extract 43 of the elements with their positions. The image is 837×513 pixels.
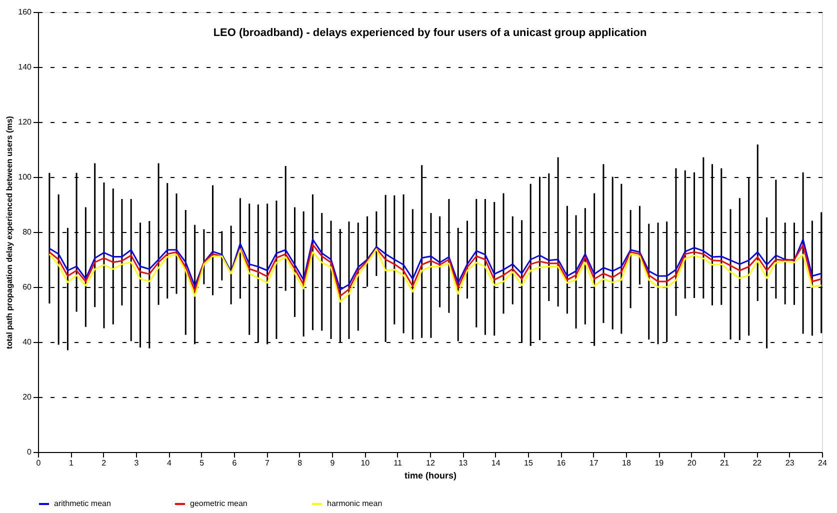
x-tick-label: 20 — [687, 458, 697, 468]
y-tick-label: 40 — [22, 338, 32, 346]
x-tick-label: 8 — [298, 458, 303, 468]
x-tick-label: 22 — [752, 458, 762, 468]
legend-label: arithmetic mean — [54, 499, 111, 508]
x-tick-label: 2 — [102, 458, 107, 468]
y-tick-label: 20 — [22, 392, 32, 402]
x-tick-label: 13 — [458, 458, 468, 468]
x-tick-label: 6 — [232, 458, 238, 468]
x-tick-label: 16 — [556, 458, 566, 468]
legend-label: harmonic mean — [327, 499, 382, 508]
y-tick-label: 80 — [22, 228, 32, 236]
legend-label: geometric mean — [190, 499, 248, 508]
x-tick-label: 4 — [166, 458, 172, 468]
x-tick-label: 15 — [524, 458, 534, 468]
x-tick-label: 1 — [68, 458, 74, 468]
y-tick-label: 0 — [27, 448, 32, 456]
x-tick-label: 11 — [394, 458, 403, 468]
y-tick-label: 160 — [18, 8, 32, 16]
x-axis-title: time (hours) — [404, 470, 457, 480]
y-axis-title: total path propagation delay experienced between users (ms) — [5, 116, 14, 349]
x-tick-label: 7 — [264, 458, 270, 468]
y-tick-label: 60 — [22, 282, 32, 292]
x-tick-label: 17 — [589, 458, 599, 468]
x-tick-label: 18 — [622, 458, 632, 468]
x-tick-label: 14 — [491, 458, 501, 468]
line-series — [48, 244, 822, 297]
x-tick-label: 9 — [330, 458, 336, 468]
y-tick-label: 140 — [18, 62, 32, 72]
x-tick-label: 23 — [785, 458, 795, 468]
line-series — [48, 238, 822, 290]
x-tick-label: 21 — [720, 458, 730, 468]
x-tick-label: 0 — [36, 458, 42, 468]
x-tick-label: 5 — [200, 458, 205, 468]
x-tick-label: 12 — [426, 458, 436, 468]
x-tick-label: 24 — [818, 458, 828, 468]
x-tick-label: 19 — [654, 458, 664, 468]
text: LEO (broadband) - delays experienced by four users of a unicast group application — [213, 27, 647, 39]
x-tick-label: 3 — [134, 458, 140, 468]
line-series — [48, 248, 822, 303]
x-tick-label: 10 — [360, 458, 370, 468]
y-tick-label: 120 — [18, 118, 32, 126]
y-tick-label: 100 — [18, 172, 32, 182]
